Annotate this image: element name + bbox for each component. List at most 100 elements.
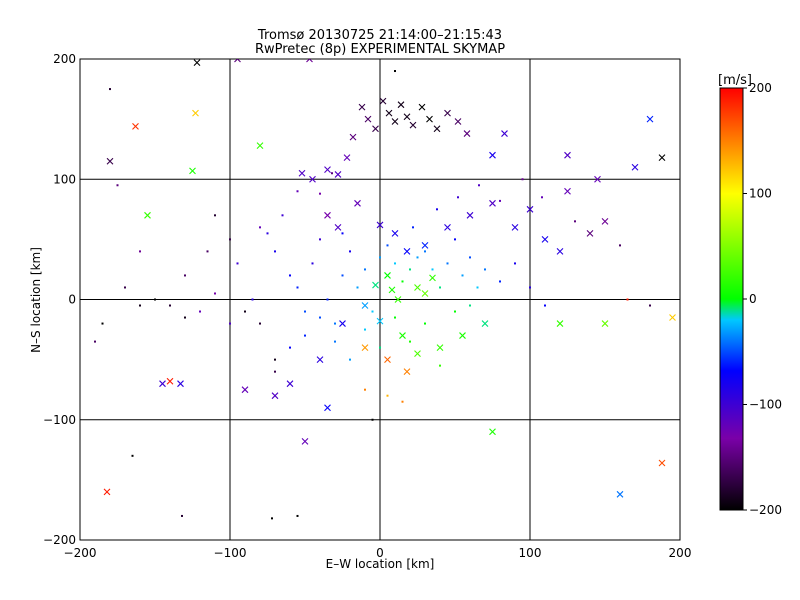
data-point-dot (454, 238, 456, 241)
data-point-dot (424, 250, 426, 253)
data-point-x-marker (256, 142, 264, 149)
y-axis-label: N–S location [km] (29, 247, 43, 353)
data-point-x-marker (436, 344, 444, 351)
data-point-x-marker (339, 320, 346, 327)
data-point-x-marker (426, 115, 433, 123)
data-point-dot (296, 286, 299, 289)
data-point-x-marker (376, 317, 384, 325)
data-point-dot (436, 208, 438, 211)
data-point-dot (457, 196, 459, 199)
x-tick-label: 100 (519, 546, 542, 560)
data-point-dot (394, 70, 396, 73)
data-point-x-marker (177, 380, 184, 388)
data-point-x-marker (334, 223, 342, 231)
data-point-x-marker (444, 109, 451, 117)
data-point-dot (461, 274, 464, 277)
x-axis-ticks: −200 −100 0 100 200 (64, 546, 692, 560)
data-point-dot (266, 232, 269, 235)
data-point-dot (364, 268, 366, 271)
data-point-dot (154, 298, 156, 301)
data-point-dot (529, 286, 531, 289)
data-point-dot (304, 334, 306, 337)
data-point-dot (394, 262, 396, 265)
data-point-x-marker (481, 320, 489, 327)
data-point-x-marker (444, 223, 451, 231)
data-point-dot (259, 226, 261, 229)
data-point-x-marker (192, 109, 199, 117)
data-point-x-marker (306, 59, 313, 63)
data-point-x-marker (658, 459, 666, 467)
data-point-x-marker (309, 175, 316, 183)
colorbar-ticks: 200 100 0 −100 −200 (743, 81, 782, 517)
data-point-x-marker (324, 404, 331, 412)
data-point-dot (349, 358, 351, 361)
data-point-dot (331, 172, 333, 175)
data-point-x-marker (391, 229, 399, 237)
data-point-dot (199, 310, 201, 313)
data-point-dot (319, 238, 321, 241)
data-point-dot (304, 310, 306, 313)
colorbar-label: [m/s] (718, 73, 752, 88)
data-point-dot (181, 514, 183, 517)
data-point-x-marker (364, 115, 372, 123)
data-point-dot (431, 268, 434, 271)
data-point-x-marker (646, 115, 654, 123)
data-point-x-marker (601, 320, 609, 327)
data-point-dot (454, 310, 456, 313)
data-point-dot (401, 400, 404, 403)
data-point-dot (139, 304, 141, 307)
data-point-x-marker (358, 103, 366, 111)
y-tick-label: −200 (43, 533, 76, 547)
data-point-x-marker (421, 290, 429, 297)
data-point-dot (274, 370, 276, 373)
y-axis-ticks: −200 −100 0 100 200 (43, 52, 76, 547)
data-point-x-marker (526, 205, 534, 213)
data-point-dot (649, 304, 651, 307)
data-point-dot (341, 232, 344, 235)
data-point-x-marker (511, 223, 519, 231)
chart-title: Tromsø 20130725 21:14:00–21:15:43 (257, 28, 502, 43)
data-point-x-marker (463, 130, 471, 137)
colorbar (719, 87, 744, 511)
data-point-x-marker (385, 109, 393, 117)
data-point-dot (439, 286, 441, 289)
data-point-dot (521, 178, 524, 181)
data-point-x-marker (501, 130, 508, 137)
data-point-dot (109, 88, 111, 91)
data-point-x-marker (298, 169, 306, 177)
data-point-x-marker (354, 199, 361, 207)
data-point-dot (409, 268, 411, 271)
data-point-x-marker (159, 380, 166, 388)
data-point-dot (236, 262, 239, 265)
data-point-x-marker (397, 101, 405, 109)
data-point-x-marker (631, 163, 639, 171)
data-point-dot (401, 280, 404, 283)
data-point-dot (349, 250, 351, 253)
data-points (94, 59, 676, 520)
data-point-x-marker (372, 281, 379, 289)
data-point-x-marker (564, 187, 571, 195)
data-point-x-marker (384, 356, 391, 364)
data-point-x-marker (343, 154, 351, 161)
data-point-x-marker (361, 302, 369, 309)
data-point-dot (499, 199, 501, 202)
data-point-dot (131, 454, 134, 457)
data-point-dot (379, 346, 381, 349)
colorbar-tick-label: −200 (749, 503, 782, 517)
data-point-x-marker (556, 320, 564, 327)
data-point-dot (281, 214, 284, 217)
x-tick-label: −100 (214, 546, 247, 560)
chart-subtitle: RwPretec (8p) EXPERIMENTAL SKYMAP (255, 42, 505, 57)
data-point-dot (334, 340, 336, 343)
data-point-dot (274, 250, 276, 253)
data-point-dot (311, 262, 314, 265)
data-point-dot (274, 358, 276, 361)
data-point-x-marker (324, 211, 331, 219)
data-point-dot (214, 292, 216, 295)
data-point-dot (446, 262, 449, 265)
data-point-dot (499, 280, 501, 283)
data-point-x-marker (459, 332, 466, 339)
data-point-dot (574, 220, 576, 223)
data-point-dot (469, 256, 471, 259)
data-point-x-marker (324, 166, 331, 174)
